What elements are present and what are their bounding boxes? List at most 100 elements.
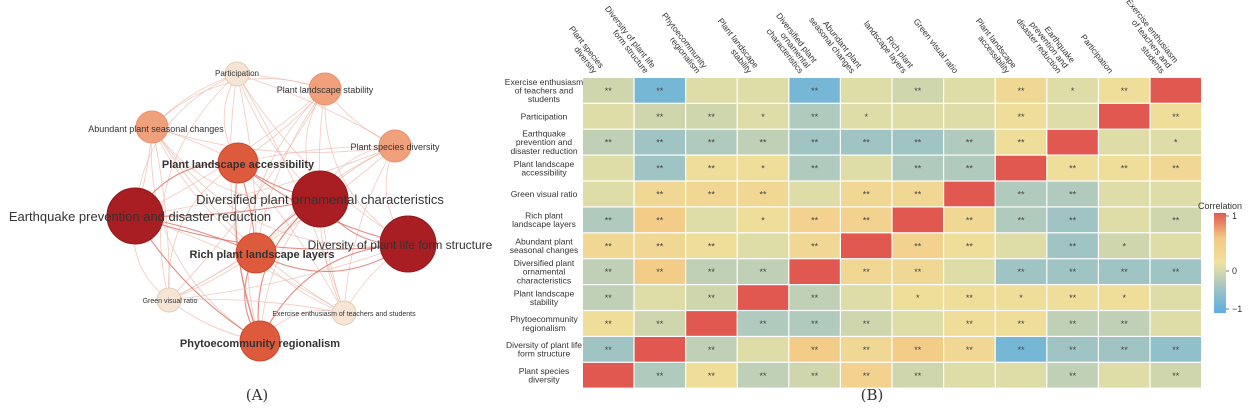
heatmap-cell xyxy=(892,362,943,388)
heatmap-cell xyxy=(1099,181,1150,207)
heatmap-significance: ** xyxy=(1017,86,1025,96)
heatmap-cell xyxy=(1047,207,1098,233)
heatmap-cell xyxy=(1047,103,1098,129)
network-node-exercise xyxy=(331,300,357,326)
heatmap-row-label: Plant species diversity xyxy=(519,366,570,385)
heatmap-significance: ** xyxy=(1172,267,1180,277)
network-node-label-seasonal: Abundant plant seasonal changes xyxy=(88,124,224,134)
network-node-lifeform xyxy=(379,215,437,273)
heatmap-cell xyxy=(944,285,995,310)
heatmap-significance: ** xyxy=(708,164,716,174)
heatmap-significance: ** xyxy=(914,164,922,174)
heatmap-row-label: Phytoecommunity regionalism xyxy=(510,314,578,333)
heatmap-significance: * xyxy=(761,215,765,225)
panel-b-label: (B) xyxy=(861,386,884,404)
heatmap-cell xyxy=(995,285,1047,310)
heatmap-cell xyxy=(944,129,995,155)
heatmap-significance: ** xyxy=(863,138,871,148)
heatmap-cell xyxy=(583,362,634,388)
heatmap-cell xyxy=(1150,78,1201,103)
heatmap-cell xyxy=(789,103,840,129)
heatmap-significance: ** xyxy=(1121,267,1129,277)
heatmap-significance: ** xyxy=(914,267,922,277)
heatmap-significance: * xyxy=(864,112,868,122)
heatmap-significance: ** xyxy=(1069,371,1077,381)
heatmap-row-label: Green visual ratio xyxy=(511,189,578,199)
heatmap-cell xyxy=(995,311,1047,336)
heatmap-cell xyxy=(892,78,943,103)
heatmap-significance: ** xyxy=(708,241,716,251)
network-edge xyxy=(150,126,261,342)
heatmap-cell xyxy=(737,233,789,259)
heatmap-cell xyxy=(944,259,995,284)
heatmap-cell xyxy=(892,311,943,336)
heatmap-column-label: Rich plantlandscape layers xyxy=(862,19,916,75)
panel-a-label: (A) xyxy=(246,386,269,404)
legend-tick-label: 0 xyxy=(1232,266,1237,276)
network-edge xyxy=(230,73,261,342)
heatmap-cell xyxy=(1150,337,1201,362)
heatmap-significance: ** xyxy=(863,267,871,277)
heatmap-cell xyxy=(1047,129,1098,155)
svg-text:Plant landscapeaccessibility: Plant landscapeaccessibility xyxy=(967,16,1019,76)
heatmap-significance: ** xyxy=(811,345,819,355)
heatmap-cell xyxy=(995,259,1047,284)
heatmap-significance: ** xyxy=(1121,345,1129,355)
heatmap-cell xyxy=(634,311,685,336)
heatmap-cell xyxy=(634,78,685,103)
heatmap-cell xyxy=(1047,362,1098,388)
heatmap-cell xyxy=(737,337,789,362)
heatmap-cell xyxy=(841,207,892,233)
heatmap-significance: ** xyxy=(656,371,664,381)
heatmap-cell xyxy=(1150,103,1201,129)
heatmap-cell xyxy=(841,259,892,284)
heatmap-cell xyxy=(841,285,892,310)
network-edge xyxy=(343,145,396,314)
heatmap-significance: * xyxy=(1122,241,1126,251)
heatmap-cell xyxy=(944,311,995,336)
heatmap-column-label: Plant landscapeaccessibility xyxy=(967,16,1019,76)
heatmap-significance: ** xyxy=(811,215,819,225)
network-node-label-green: Green visual ratio xyxy=(143,298,198,305)
heatmap-cell xyxy=(1047,233,1098,259)
network-node-species xyxy=(378,129,412,163)
heatmap-significance: ** xyxy=(1172,215,1180,225)
heatmap-significance: ** xyxy=(1069,215,1077,225)
heatmap-cell xyxy=(583,207,634,233)
heatmap-cell xyxy=(737,129,789,155)
heatmap-cell xyxy=(737,259,789,284)
network-node-seasonal xyxy=(135,110,169,144)
heatmap-cell xyxy=(995,207,1047,233)
heatmap-significance: ** xyxy=(914,371,922,381)
network-node-label-phyto: Phytoecommunity regionalism xyxy=(180,338,340,350)
heatmap-cell xyxy=(634,103,685,129)
heatmap-significance: ** xyxy=(1017,319,1025,329)
heatmap-cell xyxy=(1099,285,1150,310)
svg-text:Green visual ratio: Green visual ratio xyxy=(912,17,961,76)
heatmap-cell xyxy=(583,311,634,336)
heatmap-cell xyxy=(634,259,685,284)
heatmap-significance: ** xyxy=(1121,164,1129,174)
heatmap-significance: ** xyxy=(1069,345,1077,355)
heatmap-significance: ** xyxy=(1172,345,1180,355)
heatmap-cell xyxy=(892,285,943,310)
heatmap-cell xyxy=(841,233,892,259)
svg-text:Plant landscapestability: Plant landscapestability xyxy=(709,16,761,76)
heatmap-significance: ** xyxy=(656,138,664,148)
heatmap-significance: ** xyxy=(605,345,613,355)
network-nodes: Participation Plant landscape stability Ab… xyxy=(9,61,493,362)
heatmap-significance: ** xyxy=(1017,267,1025,277)
network-node-label-layers: Rich plant landscape layers xyxy=(190,249,335,261)
heatmap-cell xyxy=(686,259,737,284)
heatmap-significance: ** xyxy=(966,319,974,329)
heatmap-significance: ** xyxy=(656,112,664,122)
heatmap-significance: ** xyxy=(811,319,819,329)
heatmap-cell xyxy=(892,337,943,362)
heatmap-column-label: Exercise enthusiasmof teachers andstuden… xyxy=(1124,0,1180,75)
heatmap-cell xyxy=(1150,285,1201,310)
heatmap-cell xyxy=(686,129,737,155)
heatmap-significance: ** xyxy=(656,86,664,96)
network-edge xyxy=(151,126,345,314)
heatmap-significance: ** xyxy=(1069,267,1077,277)
